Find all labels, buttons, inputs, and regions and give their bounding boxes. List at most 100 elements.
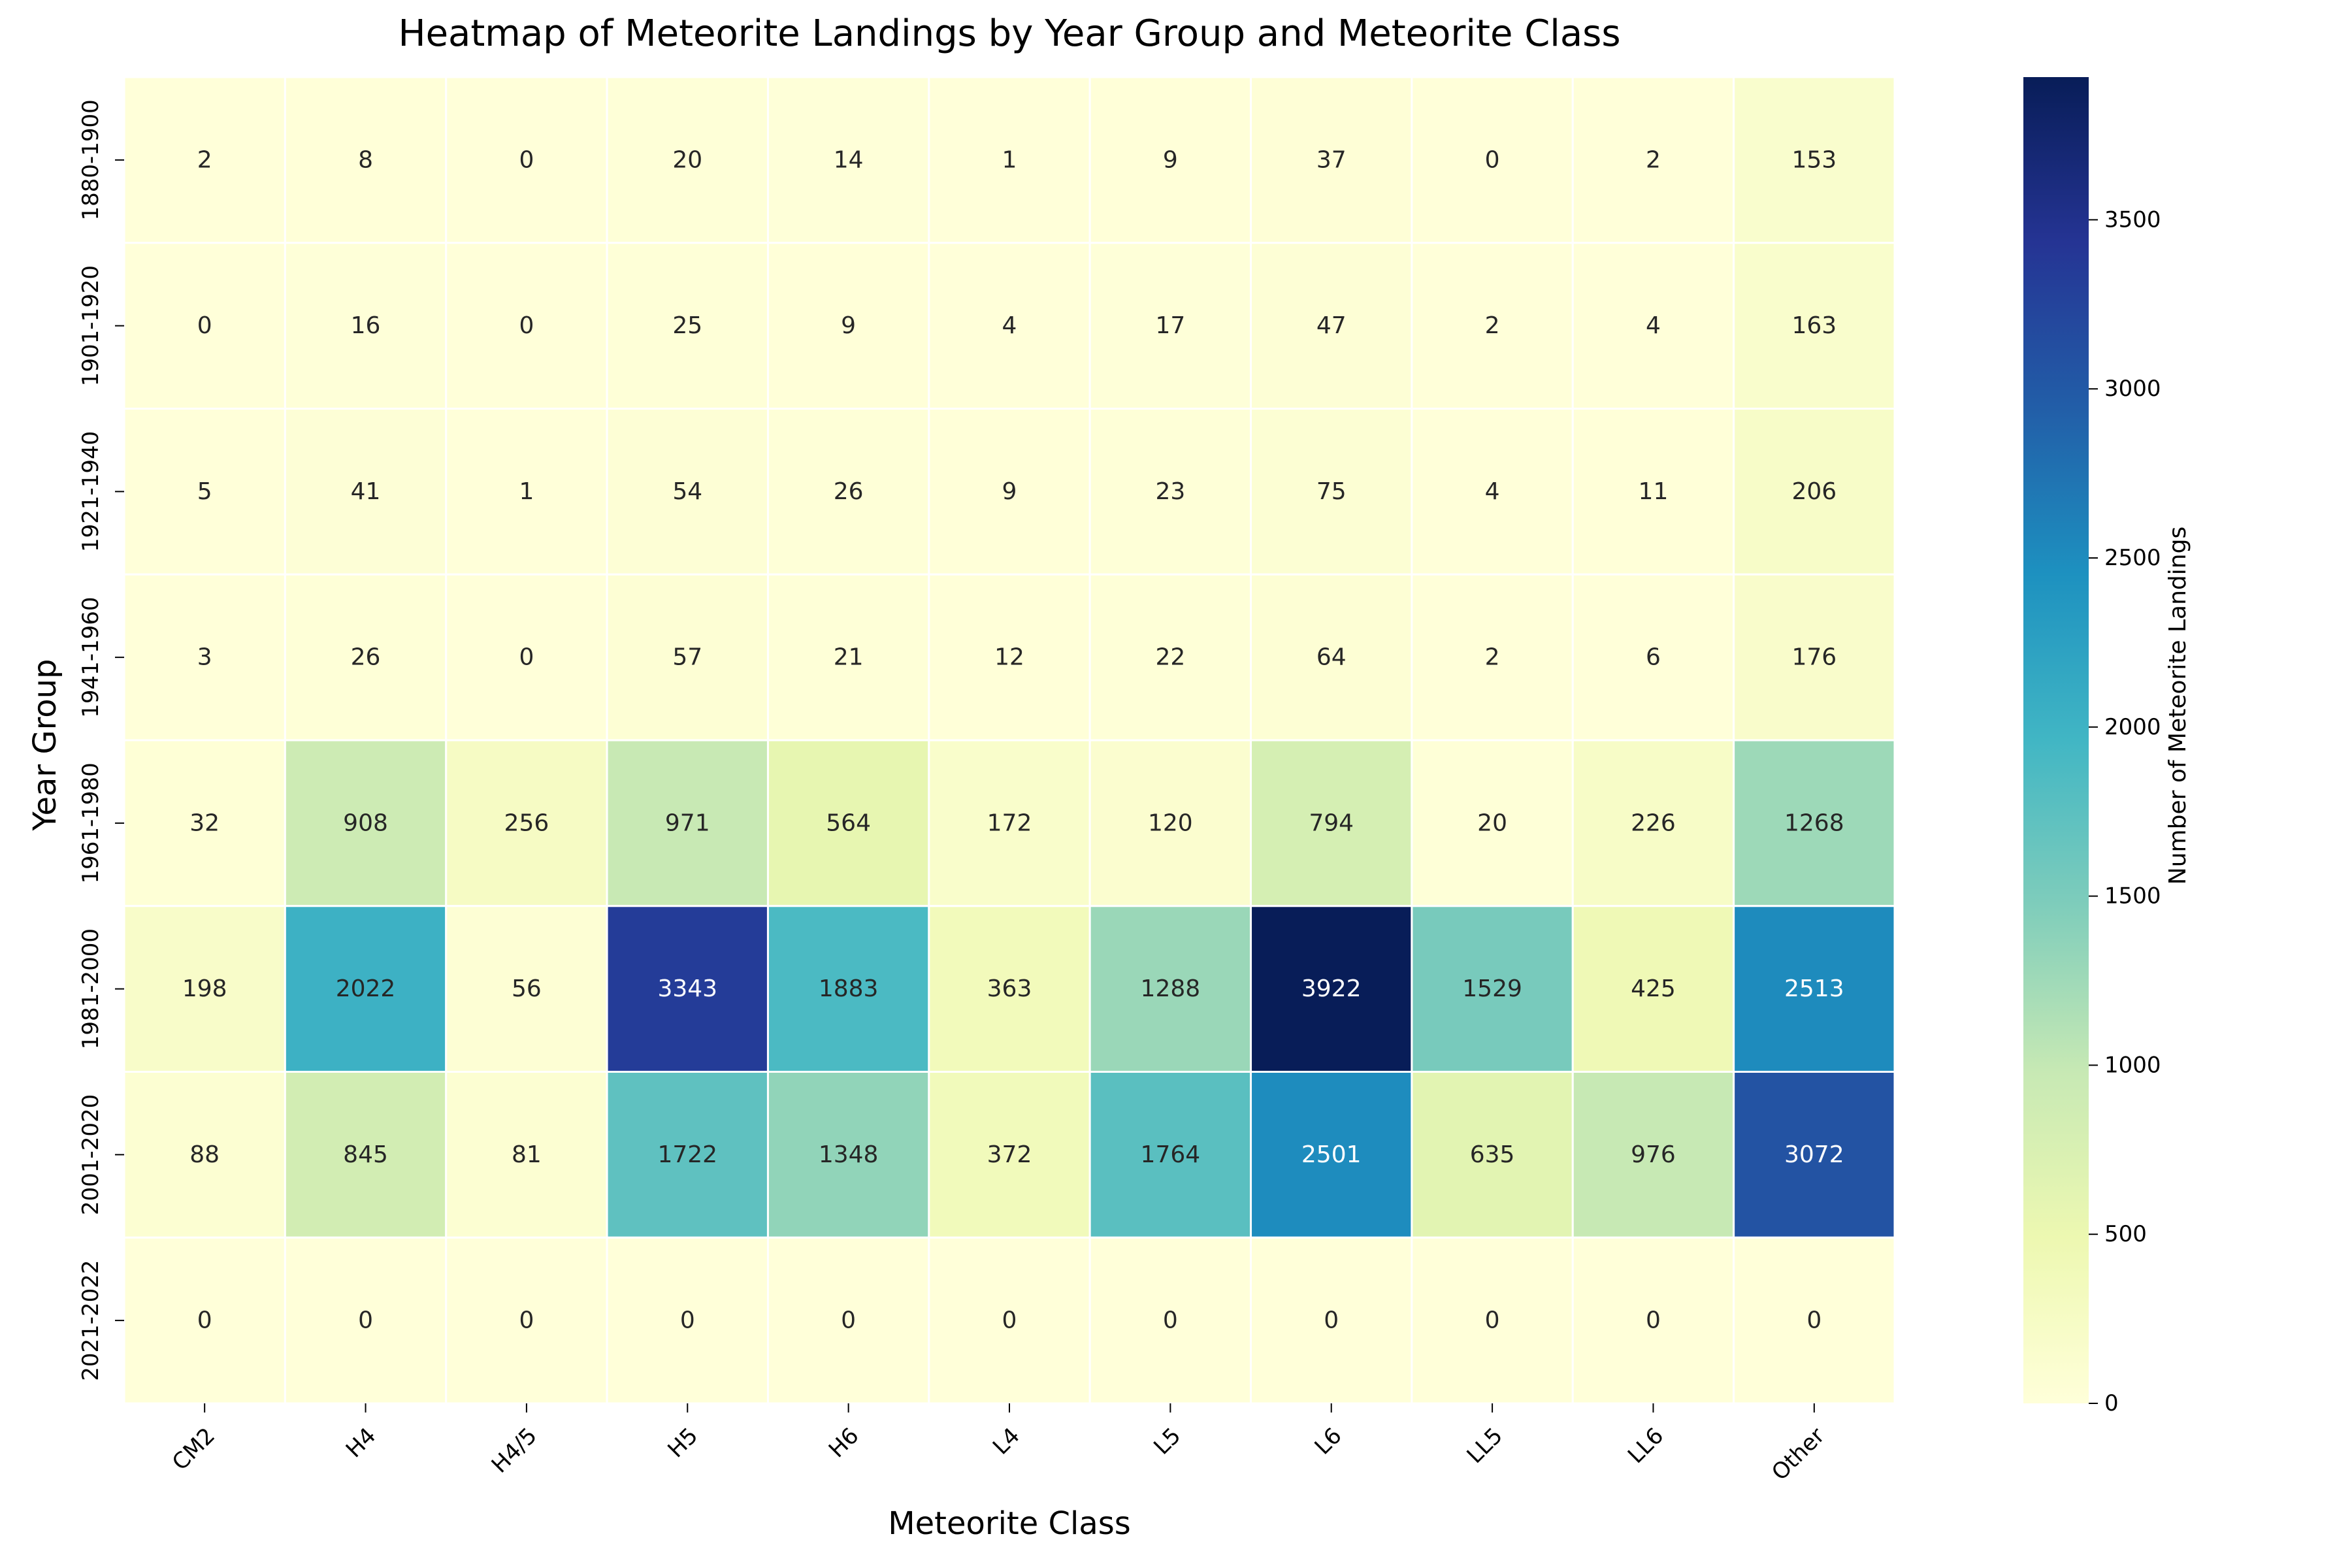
heatmap-cell <box>928 242 1091 410</box>
colorbar-tick-label: 0 <box>2104 1390 2119 1416</box>
cell-value-label: 0 <box>519 146 534 173</box>
heatmap-cell <box>766 76 930 244</box>
cell-value-label: 1 <box>519 478 534 505</box>
cell-value-label: 21 <box>834 644 864 671</box>
cell-value-label: 0 <box>1324 1307 1339 1334</box>
heatmap-cell <box>928 573 1091 742</box>
heatmap-cell <box>123 242 286 410</box>
heatmap-cell <box>928 408 1091 576</box>
cell-value-label: 64 <box>1316 644 1347 671</box>
heatmap-cell <box>284 1071 448 1239</box>
cell-value-label: 17 <box>1155 312 1185 339</box>
cell-value-label: 0 <box>358 1307 373 1334</box>
colorbar-tick-label: 3000 <box>2104 376 2161 402</box>
heatmap-cell <box>1733 242 1896 410</box>
y-tick-label: 2021-2022 <box>78 1260 104 1380</box>
heatmap-cell <box>445 573 608 742</box>
cell-value-label: 794 <box>1309 809 1354 836</box>
heatmap-cell <box>1411 1236 1574 1405</box>
colorbar-tick-label: 3500 <box>2104 206 2161 233</box>
x-tick-label: Other <box>1767 1423 1830 1486</box>
heatmap-cell <box>766 242 930 410</box>
heatmap-cell <box>1088 408 1252 576</box>
heatmap-cell <box>284 573 448 742</box>
cell-value-label: 0 <box>1646 1307 1661 1334</box>
heatmap-cell <box>1571 76 1735 244</box>
colorbar-tick-label: 2000 <box>2104 714 2161 740</box>
cell-value-label: 971 <box>665 809 710 836</box>
cell-value-label: 25 <box>672 312 702 339</box>
cell-value-label: 0 <box>680 1307 695 1334</box>
y-tick-label: 1921-1940 <box>78 431 104 552</box>
heatmap-cell <box>606 1236 769 1405</box>
heatmap-cell <box>1571 573 1735 742</box>
heatmap-cell <box>1088 242 1252 410</box>
cell-value-label: 363 <box>987 975 1032 1002</box>
cell-value-label: 0 <box>1485 1307 1500 1334</box>
colorbar: 0 500 1000 1500 2000 2500 3000 3500 <box>2023 77 2161 1416</box>
colorbar-label: Number of Meteorite Landings <box>2164 527 2191 885</box>
cell-value-label: 0 <box>1806 1307 1821 1334</box>
heatmap-cell <box>1733 1236 1896 1405</box>
heatmap-cell <box>1411 1071 1574 1239</box>
heatmap-cell <box>123 1071 286 1239</box>
heatmap-cell <box>1571 1236 1735 1405</box>
cell-value-label: 2501 <box>1301 1141 1362 1168</box>
cell-value-label: 3072 <box>1784 1141 1844 1168</box>
heatmap-cell <box>1571 242 1735 410</box>
colorbar-tick-label: 1000 <box>2104 1052 2161 1078</box>
cell-value-label: 1529 <box>1462 975 1522 1002</box>
heatmap-cell <box>1733 408 1896 576</box>
cell-value-label: 1 <box>1002 146 1017 173</box>
cell-value-label: 1883 <box>819 975 879 1002</box>
cell-value-label: 14 <box>834 146 864 173</box>
cell-value-label: 56 <box>512 975 542 1002</box>
cell-value-label: 12 <box>994 644 1024 671</box>
heatmap-cell <box>284 905 448 1073</box>
cell-value-label: 908 <box>343 809 388 836</box>
cell-value-label: 1764 <box>1141 1141 1201 1168</box>
cell-value-label: 41 <box>351 478 381 505</box>
heatmap-cell <box>928 905 1091 1073</box>
x-axis-ticks: CM2 H4 H4/5 H5 H6 L4 L5 L6 LL5 LL6 Other <box>167 1403 1830 1486</box>
cell-value-label: 0 <box>841 1307 856 1334</box>
cell-value-label: 16 <box>351 312 381 339</box>
heatmap-cell <box>284 739 448 907</box>
cell-value-label: 2 <box>197 146 212 173</box>
cell-value-label: 9 <box>1163 146 1178 173</box>
cell-value-label: 4 <box>1485 478 1500 505</box>
cell-value-label: 0 <box>1163 1307 1178 1334</box>
cell-value-label: 163 <box>1791 312 1837 339</box>
cell-value-label: 372 <box>987 1141 1032 1168</box>
cell-value-label: 20 <box>672 146 702 173</box>
heatmap-cell <box>1250 1236 1413 1405</box>
cell-value-label: 1268 <box>1784 809 1844 836</box>
cell-value-label: 3 <box>197 644 212 671</box>
cell-value-label: 2022 <box>336 975 396 1002</box>
colorbar-tick-label: 1500 <box>2104 883 2161 909</box>
heatmap-cell <box>1088 739 1252 907</box>
x-tick-label: LL6 <box>1623 1423 1669 1469</box>
cell-value-label: 172 <box>987 809 1032 836</box>
heatmap-cell <box>445 739 608 907</box>
x-tick-label: CM2 <box>167 1423 220 1476</box>
cell-value-label: 54 <box>672 478 702 505</box>
cell-value-label: 26 <box>834 478 864 505</box>
x-axis-title: Meteorite Class <box>888 1505 1131 1542</box>
cell-value-label: 0 <box>1485 146 1500 173</box>
heatmap-cell <box>928 1236 1091 1405</box>
heatmap-cell <box>1411 242 1574 410</box>
heatmap-cell <box>1411 573 1574 742</box>
cell-value-label: 845 <box>343 1141 388 1168</box>
heatmap-cell <box>1411 905 1574 1073</box>
heatmap-cell <box>606 739 769 907</box>
heatmap-cell <box>1250 1071 1413 1239</box>
cell-value-label: 0 <box>519 312 534 339</box>
x-tick-label: L6 <box>1310 1423 1347 1460</box>
heatmap-cell <box>766 1236 930 1405</box>
heatmap-cell <box>606 1071 769 1239</box>
x-tick-label: H4/5 <box>487 1423 542 1478</box>
cell-value-label: 37 <box>1316 146 1347 173</box>
heatmap-cell <box>1571 1071 1735 1239</box>
